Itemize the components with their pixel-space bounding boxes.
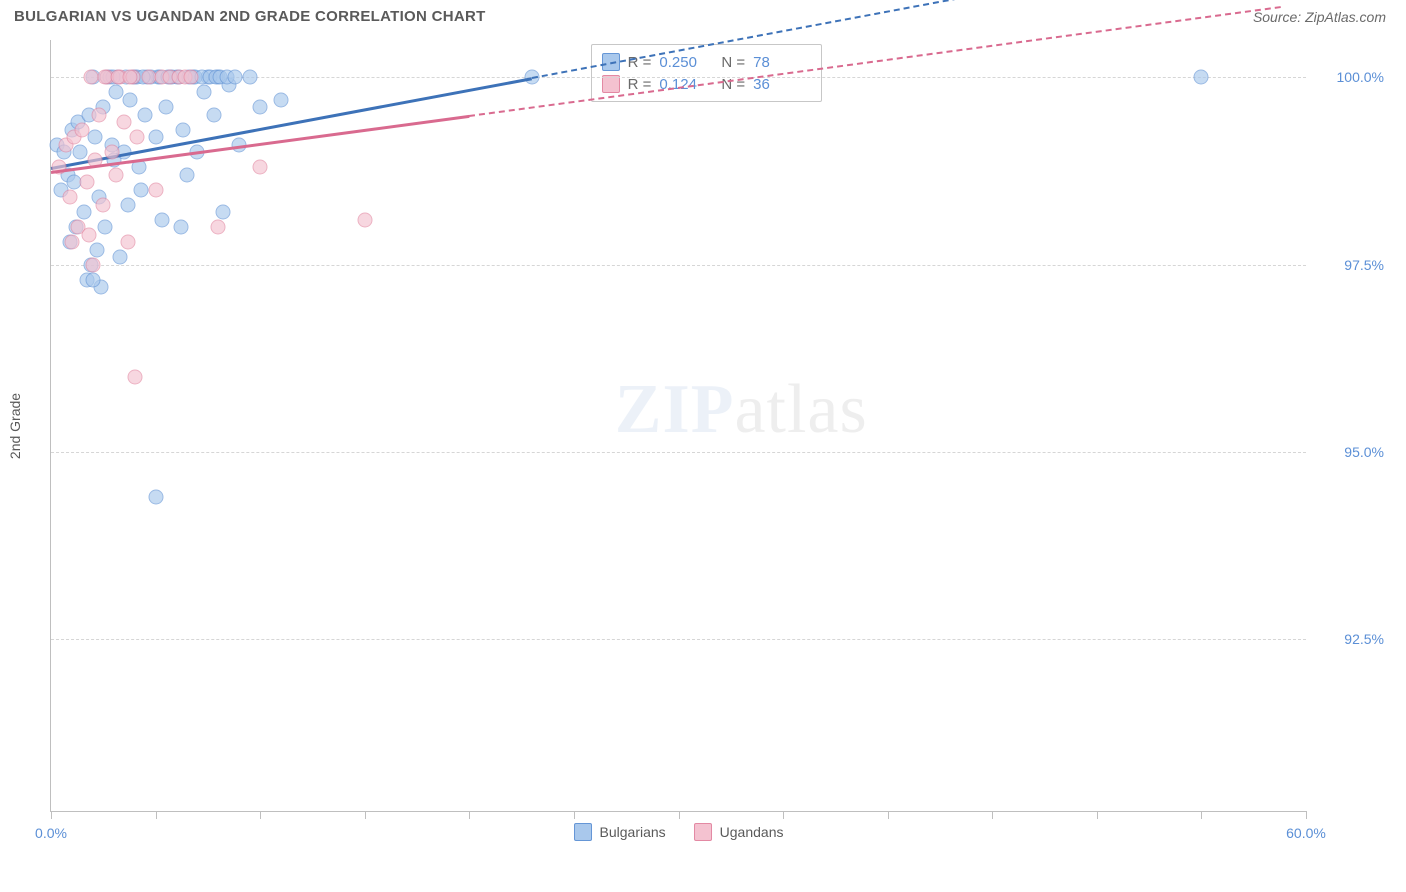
x-tick: [51, 811, 52, 819]
source-attribution: Source: ZipAtlas.com: [1253, 9, 1386, 25]
data-point: [154, 212, 169, 227]
data-point: [75, 122, 90, 137]
data-point: [123, 92, 138, 107]
data-point: [127, 369, 142, 384]
data-point: [148, 489, 163, 504]
data-point: [173, 220, 188, 235]
x-tick: [365, 811, 366, 819]
x-tick: [783, 811, 784, 819]
data-point: [242, 70, 257, 85]
legend-item: Bulgarians: [574, 823, 666, 841]
data-point: [357, 212, 372, 227]
legend-swatch: [574, 823, 592, 841]
data-point: [253, 160, 268, 175]
legend-swatch: [694, 823, 712, 841]
data-point: [175, 122, 190, 137]
x-tick: [679, 811, 680, 819]
legend-label: Ugandans: [720, 824, 784, 840]
legend-row: R =0.250N =78: [602, 51, 808, 73]
data-point: [179, 167, 194, 182]
data-point: [77, 205, 92, 220]
data-point: [215, 205, 230, 220]
chart-title: BULGARIAN VS UGANDAN 2ND GRADE CORRELATI…: [14, 8, 486, 25]
data-point: [83, 70, 98, 85]
data-point: [64, 235, 79, 250]
x-tick: [1097, 811, 1098, 819]
data-point: [85, 272, 100, 287]
data-point: [121, 197, 136, 212]
data-point: [98, 220, 113, 235]
plot-area: 2nd Grade ZIPatlas R =0.250N =78R =0.124…: [50, 40, 1306, 812]
data-point: [133, 182, 148, 197]
chart-container: 2nd Grade ZIPatlas R =0.250N =78R =0.124…: [50, 40, 1386, 842]
n-value: 78: [753, 54, 807, 71]
x-tick: [888, 811, 889, 819]
r-value: 0.250: [659, 54, 713, 71]
data-point: [1194, 70, 1209, 85]
gridline: [51, 452, 1306, 453]
data-point: [196, 85, 211, 100]
y-tick-label: 97.5%: [1314, 257, 1384, 273]
legend-label: Bulgarians: [600, 824, 666, 840]
x-tick: [574, 811, 575, 819]
y-tick-label: 100.0%: [1314, 69, 1384, 85]
data-point: [228, 70, 243, 85]
legend-item: Ugandans: [694, 823, 784, 841]
gridline: [51, 639, 1306, 640]
gridline: [51, 265, 1306, 266]
x-tick: [1201, 811, 1202, 819]
data-point: [62, 190, 77, 205]
data-point: [81, 227, 96, 242]
data-point: [207, 107, 222, 122]
x-tick: [992, 811, 993, 819]
x-tick: [156, 811, 157, 819]
x-min-label: 0.0%: [35, 825, 67, 841]
data-point: [138, 107, 153, 122]
data-point: [87, 130, 102, 145]
data-point: [159, 100, 174, 115]
data-point: [117, 115, 132, 130]
watermark: ZIPatlas: [615, 370, 868, 450]
data-point: [211, 220, 226, 235]
data-point: [253, 100, 268, 115]
x-tick: [1306, 811, 1307, 819]
data-point: [96, 197, 111, 212]
data-point: [79, 175, 94, 190]
data-point: [108, 85, 123, 100]
data-point: [123, 70, 138, 85]
data-point: [148, 182, 163, 197]
n-label: N =: [721, 54, 745, 71]
data-point: [274, 92, 289, 107]
y-axis-label: 2nd Grade: [7, 392, 23, 458]
y-tick-label: 95.0%: [1314, 444, 1384, 460]
data-point: [73, 145, 88, 160]
data-point: [85, 257, 100, 272]
x-tick: [469, 811, 470, 819]
series-legend: Bulgarians Ugandans: [574, 823, 784, 841]
data-point: [104, 145, 119, 160]
data-point: [129, 130, 144, 145]
x-max-label: 60.0%: [1286, 825, 1326, 841]
data-point: [90, 242, 105, 257]
y-tick-label: 92.5%: [1314, 631, 1384, 647]
x-tick: [260, 811, 261, 819]
data-point: [92, 107, 107, 122]
data-point: [148, 130, 163, 145]
data-point: [113, 250, 128, 265]
data-point: [184, 70, 199, 85]
data-point: [121, 235, 136, 250]
data-point: [108, 167, 123, 182]
